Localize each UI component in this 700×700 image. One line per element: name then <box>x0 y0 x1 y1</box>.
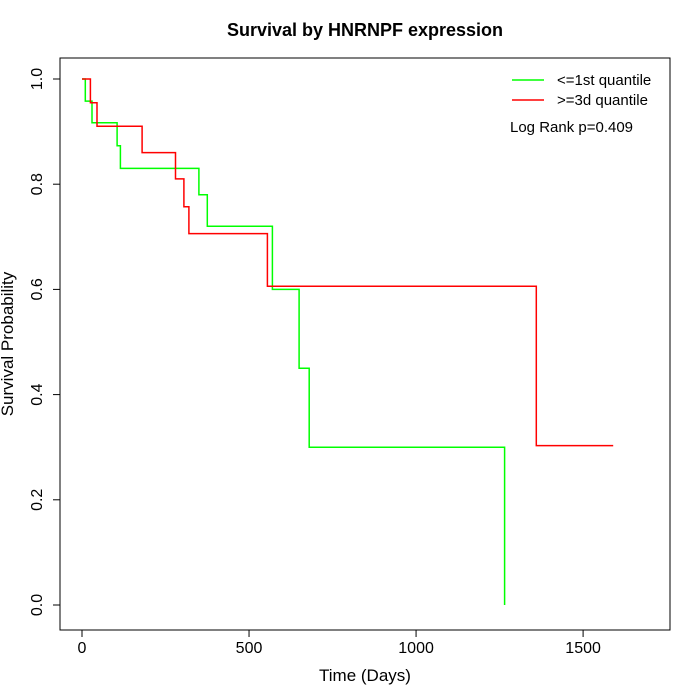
y-tick-label: 0.6 <box>29 278 46 300</box>
log-rank-annotation: Log Rank p=0.409 <box>510 119 633 136</box>
x-axis-label: Time (Days) <box>319 666 411 685</box>
chart-title: Survival by HNRNPF expression <box>227 20 503 40</box>
y-axis-label: Survival Probability <box>0 271 17 416</box>
series-group <box>82 78 614 605</box>
plot-frame <box>59 57 671 631</box>
x-tick-label: 1000 <box>398 640 434 657</box>
y-tick-label: 0.2 <box>29 489 46 511</box>
y-tick-label: 0.4 <box>29 383 46 405</box>
x-tick-label: 1500 <box>565 640 601 657</box>
series-line-2 <box>82 78 614 447</box>
legend-label: <=1st quantile <box>557 72 651 89</box>
y-axis: 0.0 0.2 0.4 0.6 0.8 1.0 <box>29 68 61 616</box>
series-line-1 <box>82 78 506 605</box>
legend-label: >=3d quantile <box>557 92 648 109</box>
legend: <=1st quantile >=3d quantile <box>512 72 651 109</box>
x-tick-label: 0 <box>78 640 87 657</box>
y-tick-label: 0.8 <box>29 173 46 195</box>
x-tick-label: 500 <box>236 640 263 657</box>
y-tick-label: 0.0 <box>29 594 46 616</box>
y-tick-label: 1.0 <box>29 68 46 90</box>
x-axis: 0 500 1000 1500 <box>78 629 601 657</box>
